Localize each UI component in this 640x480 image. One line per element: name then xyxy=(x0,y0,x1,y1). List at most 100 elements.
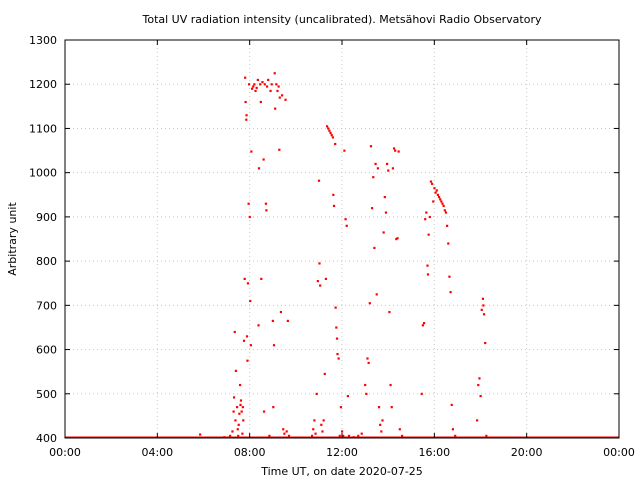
data-point xyxy=(199,433,202,436)
data-point xyxy=(433,187,436,190)
data-point xyxy=(374,162,377,166)
data-point xyxy=(267,78,270,81)
data-point xyxy=(320,423,323,426)
data-point xyxy=(259,100,262,104)
data-point xyxy=(316,280,319,283)
data-point xyxy=(247,202,250,205)
data-point xyxy=(368,302,371,305)
data-point xyxy=(245,118,248,121)
data-point xyxy=(480,308,483,311)
data-point xyxy=(376,167,379,170)
data-point xyxy=(285,430,288,433)
data-point xyxy=(329,131,332,135)
data-point xyxy=(278,96,281,99)
x-tick-label: 16:00 xyxy=(418,446,450,459)
data-point xyxy=(342,434,345,437)
data-point xyxy=(387,169,390,172)
data-point xyxy=(379,423,382,426)
data-point xyxy=(344,218,347,221)
data-point xyxy=(239,399,243,402)
data-point xyxy=(389,383,392,387)
data-point xyxy=(284,98,287,101)
data-point xyxy=(234,369,238,372)
data-point xyxy=(279,310,283,314)
data-point xyxy=(427,233,430,236)
data-point xyxy=(390,406,393,409)
data-point xyxy=(272,406,275,409)
y-tick-label: 500 xyxy=(36,388,57,401)
data-point xyxy=(366,357,369,360)
x-tick-label: 08:00 xyxy=(234,446,266,459)
data-point xyxy=(422,322,426,325)
data-point xyxy=(482,304,485,307)
data-point xyxy=(236,428,239,431)
data-point xyxy=(381,419,384,422)
x-tick-label: 00:00 xyxy=(603,446,635,459)
data-point xyxy=(401,434,404,437)
x-axis-label: Time UT, on date 2020-07-25 xyxy=(260,465,423,478)
data-point xyxy=(391,167,394,170)
data-point xyxy=(247,83,251,86)
data-point xyxy=(375,293,378,296)
data-point xyxy=(398,428,401,431)
data-point xyxy=(249,299,252,303)
data-point xyxy=(261,81,264,84)
data-point xyxy=(242,419,245,422)
data-point xyxy=(265,209,268,212)
data-point xyxy=(441,202,444,205)
data-point xyxy=(328,129,331,132)
data-point xyxy=(233,330,236,334)
data-point xyxy=(319,284,322,287)
data-point xyxy=(322,419,325,422)
y-tick-label: 400 xyxy=(36,432,57,445)
data-point xyxy=(325,125,329,128)
data-point xyxy=(477,383,480,387)
data-point xyxy=(482,313,486,316)
data-point xyxy=(444,211,448,214)
data-point xyxy=(235,406,239,409)
grid-lines xyxy=(65,40,619,438)
y-axis-ticks: 400 500 600 700 800 900 1000 1100 1200 1300 xyxy=(29,34,619,445)
chart-title: Total UV radiation intensity (uncalibrat… xyxy=(142,13,542,26)
data-point xyxy=(237,423,240,426)
data-point xyxy=(424,218,427,221)
data-point xyxy=(256,78,259,81)
data-point xyxy=(255,86,258,89)
data-point xyxy=(278,148,281,151)
data-point xyxy=(484,341,487,345)
data-point xyxy=(446,224,449,227)
data-point xyxy=(434,191,437,194)
data-point xyxy=(237,434,240,437)
data-point xyxy=(241,406,244,409)
data-point xyxy=(331,136,334,139)
data-point xyxy=(244,100,247,104)
data-point xyxy=(317,179,321,182)
data-point xyxy=(265,85,269,88)
data-point xyxy=(442,204,445,208)
data-point xyxy=(270,83,273,86)
y-tick-label: 900 xyxy=(36,211,57,224)
data-point xyxy=(313,419,316,422)
data-point xyxy=(327,127,330,130)
data-point xyxy=(380,430,383,433)
data-point xyxy=(310,434,314,437)
data-point xyxy=(274,107,277,110)
x-tick-label: 04:00 xyxy=(141,446,173,459)
data-point xyxy=(448,275,451,278)
data-point xyxy=(232,410,235,413)
data-point xyxy=(373,246,376,250)
data-point xyxy=(383,195,386,199)
data-point xyxy=(286,319,289,323)
data-point xyxy=(365,392,368,395)
data-point xyxy=(485,434,488,437)
data-point xyxy=(229,434,232,437)
data-point xyxy=(346,394,349,398)
y-tick-label: 1000 xyxy=(29,167,57,180)
data-point xyxy=(334,306,337,309)
data-point xyxy=(249,344,253,347)
plot-frame xyxy=(64,39,620,439)
data-point xyxy=(273,72,276,75)
data-point xyxy=(262,410,266,413)
data-point xyxy=(272,344,276,347)
y-tick-label: 1100 xyxy=(29,122,57,135)
